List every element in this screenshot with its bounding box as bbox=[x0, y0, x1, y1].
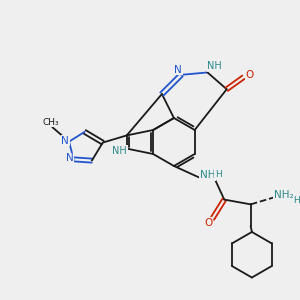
Text: CH₃: CH₃ bbox=[42, 118, 58, 127]
Text: N: N bbox=[66, 153, 74, 164]
Text: O: O bbox=[204, 218, 212, 228]
Text: H: H bbox=[215, 170, 222, 179]
Text: NH: NH bbox=[112, 146, 127, 156]
Text: N: N bbox=[174, 65, 182, 75]
Text: O: O bbox=[245, 70, 253, 80]
Text: NH₂: NH₂ bbox=[274, 190, 293, 200]
Text: NH: NH bbox=[200, 170, 215, 180]
Text: N: N bbox=[61, 136, 69, 146]
Text: NH: NH bbox=[207, 61, 222, 71]
Text: H: H bbox=[293, 196, 300, 205]
